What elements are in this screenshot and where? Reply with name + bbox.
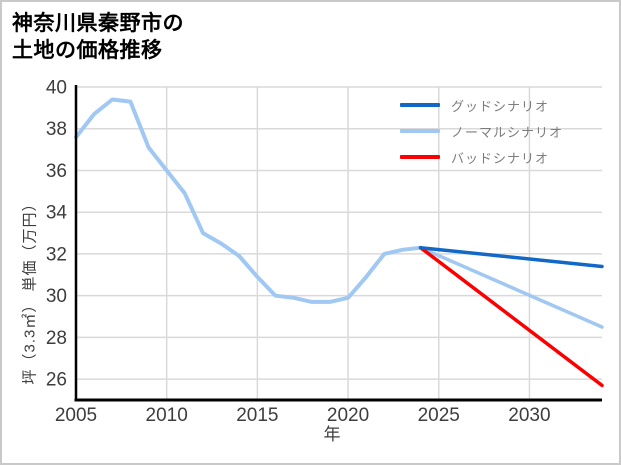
- y-tick-label: 32: [46, 244, 67, 265]
- y-tick-label: 40: [46, 78, 67, 99]
- series-line-normal: [418, 245, 604, 329]
- x-tick-label: 2015: [236, 405, 278, 426]
- legend: グッドシナリオ ノーマルシナリオ バッドシナリオ: [400, 92, 563, 170]
- x-tick-label: 2025: [418, 405, 460, 426]
- series-line-bad: [418, 245, 604, 388]
- x-tick-label: 2030: [508, 405, 550, 426]
- y-tick-label: 30: [46, 286, 67, 307]
- legend-label-good: グッドシナリオ: [451, 98, 550, 114]
- legend-item-good: グッドシナリオ: [400, 92, 563, 118]
- legend-label-normal: ノーマルシナリオ: [451, 124, 564, 140]
- x-tick-label: 2020: [327, 405, 369, 426]
- y-tick-label: 36: [46, 161, 67, 182]
- y-tick-label: 28: [46, 328, 67, 349]
- x-axis-title: 年: [324, 425, 341, 444]
- legend-item-normal: ノーマルシナリオ: [400, 118, 563, 144]
- chart-title: 神奈川県秦野市の 土地の価格推移: [12, 12, 184, 62]
- bad-scenario-swatch: [400, 155, 440, 159]
- series-line-good: [418, 245, 604, 269]
- series-line-history: [74, 97, 423, 304]
- y-tick-label: 34: [46, 203, 68, 224]
- normal-scenario-swatch: [400, 129, 440, 133]
- legend-item-bad: バッドシナリオ: [400, 144, 563, 170]
- y-tick-label: 38: [46, 119, 67, 140]
- x-tick-label: 2010: [146, 405, 188, 426]
- y-tick-label: 26: [46, 370, 67, 391]
- x-tick-label: 2005: [55, 405, 97, 426]
- y-axis-title: 坪（3.3㎡） 単価（万円）: [21, 195, 39, 385]
- good-scenario-swatch: [400, 103, 440, 107]
- legend-label-bad: バッドシナリオ: [451, 150, 550, 166]
